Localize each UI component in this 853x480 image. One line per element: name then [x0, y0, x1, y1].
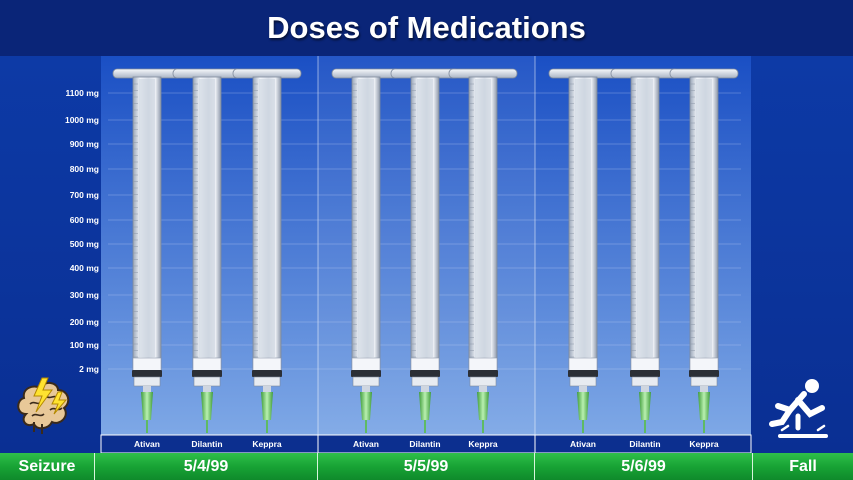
syringe-tip [631, 376, 659, 387]
drug-label-dilantin: Dilantin [629, 439, 660, 449]
syringe-hub [410, 370, 440, 377]
needle-cap [360, 392, 372, 420]
y-tick-label: 600 mg [70, 215, 99, 225]
syringe-keppra-0 [232, 68, 302, 433]
needle-cap [639, 392, 651, 420]
needle-cap [477, 392, 489, 420]
page-title: Doses of Medications [267, 10, 586, 45]
syringe-dilantin-1 [390, 68, 460, 433]
needle-connector [479, 386, 487, 392]
syringe-hub [252, 370, 282, 377]
plunger-rod [139, 79, 155, 357]
y-tick-label: 500 mg [70, 239, 99, 249]
date-label-2: 5/6/99 [535, 453, 753, 480]
drug-label-keppra: Keppra [689, 439, 719, 449]
person-falling-icon [769, 379, 828, 438]
needle-cap [577, 392, 589, 420]
seizure-label: Seizure [0, 453, 95, 480]
needle-cap [419, 392, 431, 420]
needle-connector [421, 386, 429, 392]
syringe-hub [192, 370, 222, 377]
syringe-hub [132, 370, 162, 377]
plunger-rod [575, 79, 591, 357]
drug-label-dilantin: Dilantin [409, 439, 440, 449]
plunger-head [630, 357, 660, 372]
plunger-rod [199, 79, 215, 357]
syringe-tip [411, 376, 439, 387]
y-tick-label: 1100 mg [65, 88, 99, 98]
needle-connector [579, 386, 587, 392]
y-tick-label: 300 mg [70, 290, 99, 300]
right-panel [751, 56, 853, 453]
needle-connector [263, 386, 271, 392]
drug-label-dilantin: Dilantin [191, 439, 222, 449]
plunger-head [351, 357, 381, 372]
fall-label: Fall [789, 457, 817, 475]
plunger-head [252, 357, 282, 372]
y-tick-label: 400 mg [70, 263, 99, 273]
needle-connector [700, 386, 708, 392]
syringe-tip [193, 376, 221, 387]
needle-connector [641, 386, 649, 392]
syringe-hub [689, 370, 719, 377]
brain-lightning-icon [17, 377, 70, 434]
needle-connector [203, 386, 211, 392]
syringe-tip [352, 376, 380, 387]
plunger-rod [696, 79, 712, 357]
plunger-rod [417, 79, 433, 357]
needle-connector [362, 386, 370, 392]
syringe-hub [630, 370, 660, 377]
syringe-hub [351, 370, 381, 377]
needle-cap [201, 392, 213, 420]
syringe-keppra-1 [448, 68, 518, 433]
plunger-head [568, 357, 598, 372]
plunger-head [132, 357, 162, 372]
needle-cap [698, 392, 710, 420]
syringe-tip [133, 376, 161, 387]
drug-label-keppra: Keppra [468, 439, 498, 449]
needle-cap [261, 392, 273, 420]
drug-label-ativan: Ativan [570, 439, 596, 449]
y-tick-label: 900 mg [70, 139, 99, 149]
syringe-tip [469, 376, 497, 387]
plunger-rod [358, 79, 374, 357]
syringe-hub [468, 370, 498, 377]
y-tick-label: 200 mg [70, 317, 99, 327]
y-tick-label: 1000 mg [65, 115, 99, 125]
plunger-rod [259, 79, 275, 357]
plunger-head [468, 357, 498, 372]
plunger-head [410, 357, 440, 372]
needle-cap [141, 392, 153, 420]
drug-label-ativan: Ativan [353, 439, 379, 449]
plunger-rod [475, 79, 491, 357]
syringe-tip [569, 376, 597, 387]
y-tick-label: 800 mg [70, 164, 99, 174]
drug-label-ativan: Ativan [134, 439, 160, 449]
header-bar: Doses of Medications [0, 0, 853, 56]
syringe-ativan-1 [331, 68, 401, 433]
drug-label-keppra: Keppra [252, 439, 282, 449]
syringe-keppra-2 [669, 68, 739, 433]
syringe-dilantin-0 [172, 68, 242, 433]
syringe-ativan-0 [112, 68, 182, 433]
syringe-tip [690, 376, 718, 387]
date-label-1: 5/5/99 [318, 453, 535, 480]
syringe-dilantin-2 [610, 68, 680, 433]
y-tick-label: 100 mg [70, 340, 99, 350]
y-tick-label: 2 mg [79, 364, 99, 374]
plunger-head [689, 357, 719, 372]
plunger-head [192, 357, 222, 372]
date-label-0: 5/4/99 [95, 453, 318, 480]
syringe-tip [253, 376, 281, 387]
syringe-hub [568, 370, 598, 377]
y-tick-label: 700 mg [70, 190, 99, 200]
syringe-ativan-2 [548, 68, 618, 433]
plunger-rod [637, 79, 653, 357]
footer-bar: Seizure 5/4/99 5/5/99 5/6/99 Fall [0, 453, 853, 480]
needle-connector [143, 386, 151, 392]
